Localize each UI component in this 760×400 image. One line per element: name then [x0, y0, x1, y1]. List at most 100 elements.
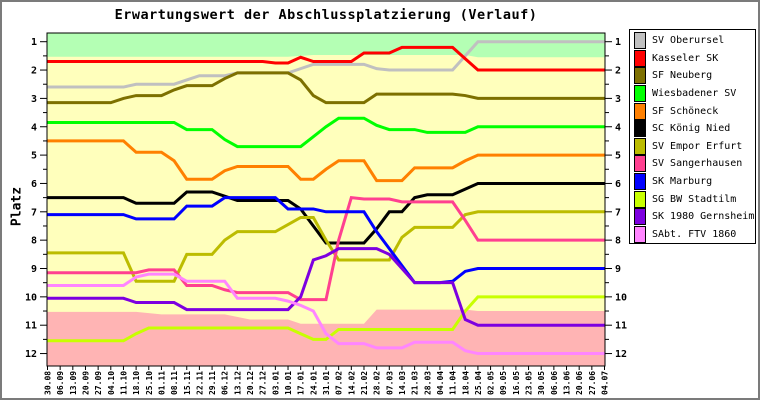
- legend-item-wiesbadener-sv: Wiesbadener SV: [634, 85, 755, 103]
- y-tick-label-left: 5: [31, 151, 37, 162]
- x-tick-label: 29.11: [208, 371, 217, 395]
- legend-label: Wiesbadener SV: [652, 88, 737, 100]
- x-tick-label: 14.03: [398, 371, 407, 395]
- legend-swatch-sg-bw-stadtilm: [634, 190, 646, 208]
- y-tick-label-right: 8: [615, 236, 621, 247]
- x-tick-label: 11.04: [449, 371, 458, 395]
- y-tick-label-right: 2: [615, 66, 621, 77]
- legend-swatch-sv-empor-erfurt: [634, 137, 646, 155]
- y-tick-label-left: 6: [31, 179, 37, 190]
- series-line-sk-1980-gernsheim: [47, 247, 605, 327]
- y-tick-label-left: 3: [31, 94, 37, 105]
- legend-label: SV Sangerhausen: [652, 158, 743, 170]
- legend-item-sk-1980-gernsheim: SK 1980 Gernsheim: [634, 208, 755, 226]
- legend-swatch-sf-sch-neck: [634, 102, 646, 120]
- x-tick-label: 11.10: [119, 371, 128, 395]
- x-tick-label: 21.03: [411, 371, 420, 395]
- legend-swatch-sv-sangerhausen: [634, 155, 646, 173]
- legend-label: SAbt. FTV 1860: [652, 228, 737, 240]
- legend-item-sv-empor-erfurt: SV Empor Erfurt: [634, 137, 755, 156]
- series-line-sg-bw-stadtilm: [47, 295, 605, 343]
- legend-swatch-sf-neuberg: [634, 67, 646, 85]
- series-line-sv-empor-erfurt: [47, 210, 605, 283]
- series-line-wiesbadener-sv: [47, 116, 605, 149]
- legend-label: SF Neuberg: [652, 70, 713, 82]
- y-tick-label-right: 11: [615, 321, 627, 332]
- series-line-sv-oberursel: [47, 40, 605, 89]
- x-tick-label: 13.06: [563, 371, 572, 395]
- series-line-sabt-ftv-1860: [47, 272, 605, 356]
- x-tick-label: 06.06: [550, 371, 559, 395]
- legend-label: SK 1980 Gernsheim: [652, 211, 755, 223]
- y-tick-label-left: 4: [31, 122, 37, 133]
- x-tick-label: 07.02: [335, 371, 344, 395]
- legend-item-sf-neuberg: SF Neuberg: [634, 67, 755, 85]
- x-tick-label: 06.12: [221, 371, 230, 395]
- series-line-sv-sangerhausen: [47, 195, 605, 302]
- y-tick-label-right: 1: [615, 37, 621, 48]
- x-tick-label: 16.05: [512, 371, 521, 395]
- x-tick-label: 20.09: [81, 371, 90, 395]
- legend-label: Kasseler SK: [652, 52, 719, 64]
- x-tick-label: 30.05: [537, 371, 546, 395]
- y-tick-label-left: 8: [31, 236, 37, 247]
- x-tick-label: 08.11: [170, 371, 179, 395]
- x-tick-label: 18.10: [132, 371, 141, 395]
- legend-swatch-sk-marburg: [634, 173, 646, 191]
- legend-item-kasseler-sk: Kasseler SK: [634, 49, 755, 68]
- zone-promotion: [47, 33, 605, 58]
- x-tick-label: 01.11: [157, 371, 166, 395]
- x-tick-label: 25.10: [145, 371, 154, 395]
- x-tick-label: 03.01: [271, 371, 280, 395]
- y-tick-label-right: 6: [615, 179, 621, 190]
- y-tick-label-left: 11: [25, 321, 37, 332]
- legend-swatch-kasseler-sk: [634, 49, 646, 67]
- x-tick-label: 23.05: [525, 371, 534, 395]
- x-tick-label: 27.09: [94, 371, 103, 395]
- y-tick-label-right: 10: [615, 292, 627, 303]
- legend-item-sc-k-nig-nied: SC König Nied: [634, 120, 755, 138]
- legend-label: SG BW Stadtilm: [652, 193, 737, 205]
- series-line-sf-neuberg: [47, 71, 605, 105]
- series-line-sk-marburg: [47, 196, 605, 285]
- y-tick-label-right: 9: [615, 264, 621, 275]
- zone-midfield: [47, 33, 605, 366]
- y-tick-label-left: 2: [31, 66, 37, 77]
- x-tick-label: 27.06: [588, 371, 597, 395]
- legend-label: SV Empor Erfurt: [652, 140, 743, 152]
- x-tick-label: 27.12: [259, 371, 268, 395]
- legend-swatch-sk-1980-gernsheim: [634, 208, 646, 226]
- y-tick-label-left: 12: [25, 349, 37, 360]
- legend-swatch-sv-oberursel: [634, 32, 646, 50]
- y-tick-label-left: 7: [31, 207, 37, 218]
- x-tick-label: 30.08: [44, 371, 53, 395]
- y-tick-label-right: 5: [615, 151, 621, 162]
- x-tick-label: 06.09: [56, 371, 65, 395]
- x-tick-label: 13.09: [69, 371, 78, 395]
- legend-swatch-sc-k-nig-nied: [634, 120, 646, 138]
- y-tick-label-right: 7: [615, 207, 621, 218]
- x-tick-label: 04.10: [107, 371, 116, 395]
- y-tick-label-left: 10: [25, 292, 37, 303]
- y-tick-label-right: 3: [615, 94, 621, 105]
- series-line-kasseler-sk: [47, 45, 605, 72]
- x-tick-label: 22.11: [195, 371, 204, 395]
- x-tick-label: 28.03: [423, 371, 432, 395]
- x-tick-label: 28.02: [373, 371, 382, 395]
- legend-item-sabt-ftv-1860: SAbt. FTV 1860: [634, 225, 755, 244]
- legend-item-sv-oberursel: SV Oberursel: [634, 32, 755, 50]
- x-tick-label: 14.02: [347, 371, 356, 395]
- x-tick-label: 18.04: [461, 371, 470, 395]
- legend: SV Oberursel Kasseler SK SF Neuberg Wiesbad…: [629, 29, 756, 244]
- legend-swatch-wiesbadener-sv: [634, 85, 646, 103]
- series-line-sf-sch-neck: [47, 139, 605, 183]
- x-tick-label: 31.01: [322, 371, 331, 395]
- legend-swatch-sabt-ftv-1860: [634, 225, 646, 243]
- legend-item-sf-sch-neck: SF Schöneck: [634, 102, 755, 120]
- x-tick-label: 04.07: [601, 371, 610, 395]
- legend-label: SF Schöneck: [652, 105, 719, 117]
- x-tick-label: 21.02: [360, 371, 369, 395]
- x-tick-label: 13.12: [233, 371, 242, 395]
